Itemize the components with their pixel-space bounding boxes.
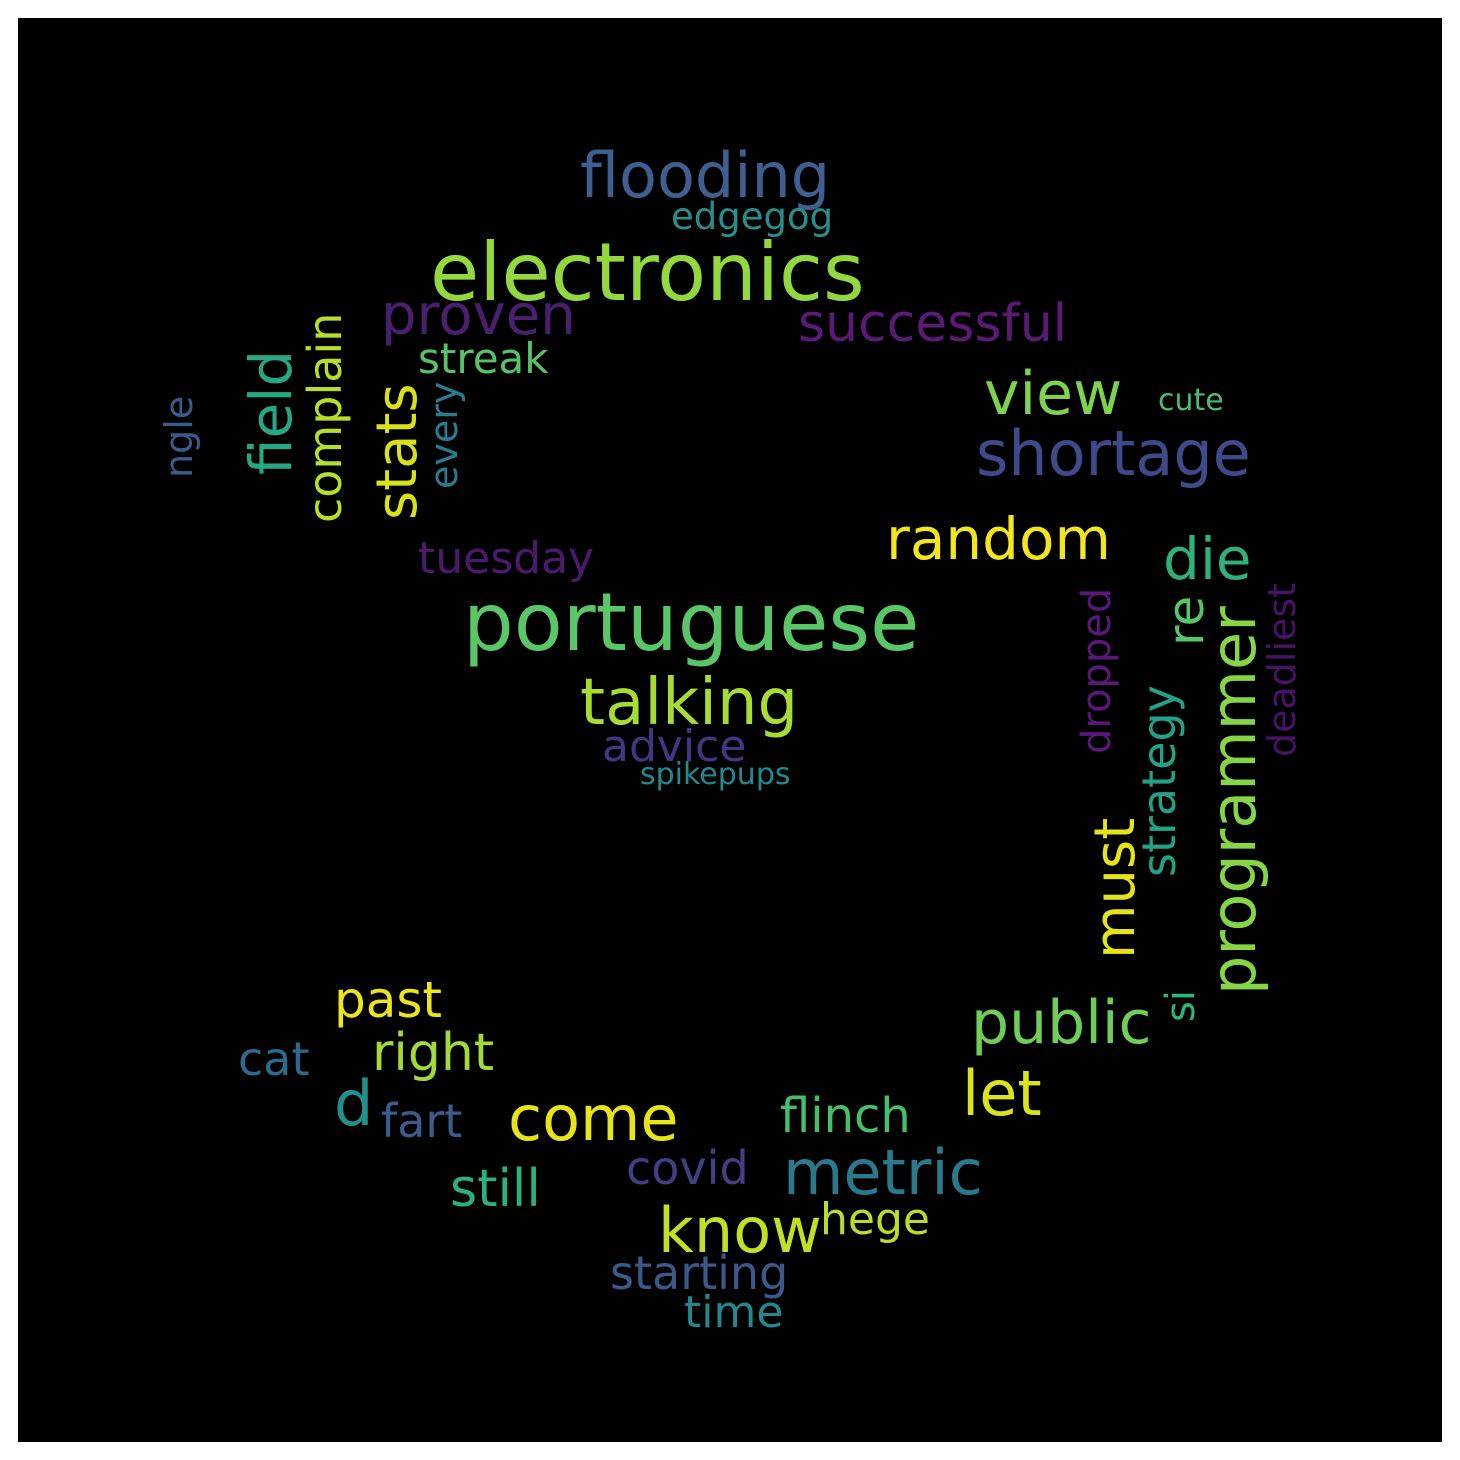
word-advice: advice (602, 721, 747, 772)
word-spikepups: spikepups (640, 757, 791, 792)
word-time: time (684, 1287, 784, 1338)
word-public: public (971, 988, 1152, 1058)
word-edgegog: edgegog (671, 195, 834, 238)
word-flinch: flinch (780, 1088, 911, 1144)
word-complain: complain (298, 312, 352, 523)
word-still: still (450, 1159, 541, 1219)
word-covid: covid (626, 1141, 749, 1195)
word-talking: talking (580, 666, 799, 740)
word-d: d (334, 1067, 374, 1140)
word-proven: proven (381, 283, 576, 348)
word-successful: successful (798, 294, 1068, 354)
word-programmer: programmer (1197, 606, 1270, 995)
word-dropped: dropped (1074, 587, 1120, 754)
word-die: die (1163, 525, 1252, 593)
word-come: come (508, 1082, 679, 1155)
word-cloud: flooding edgegog electronics proven successf… (18, 18, 1442, 1442)
word-starting: starting (610, 1246, 789, 1300)
word-flooding: flooding (580, 139, 831, 212)
word-tuesday: tuesday (418, 533, 595, 584)
word-metric: metric (783, 1136, 983, 1209)
word-right: right (372, 1023, 495, 1083)
word-field: field (237, 349, 305, 475)
word-view: view (984, 359, 1123, 429)
word-si: si (1158, 990, 1204, 1022)
word-every: every (422, 381, 466, 489)
word-fart: fart (381, 1094, 463, 1148)
word-hege: hege (820, 1194, 930, 1245)
word-electronics: electronics (430, 226, 865, 319)
word-must: must (1083, 817, 1148, 959)
word-ngle: ngle (157, 395, 201, 478)
word-let: let (962, 1057, 1042, 1130)
word-portuguese: portuguese (463, 576, 920, 669)
word-shortage: shortage (976, 417, 1251, 490)
word-cat: cat (238, 1032, 310, 1086)
word-stats: stats (365, 383, 430, 520)
word-know: know (658, 1194, 822, 1267)
word-past: past (334, 971, 443, 1029)
word-cute: cute (1158, 383, 1224, 418)
word-random: random (886, 505, 1111, 573)
word-streak: streak (418, 334, 549, 383)
